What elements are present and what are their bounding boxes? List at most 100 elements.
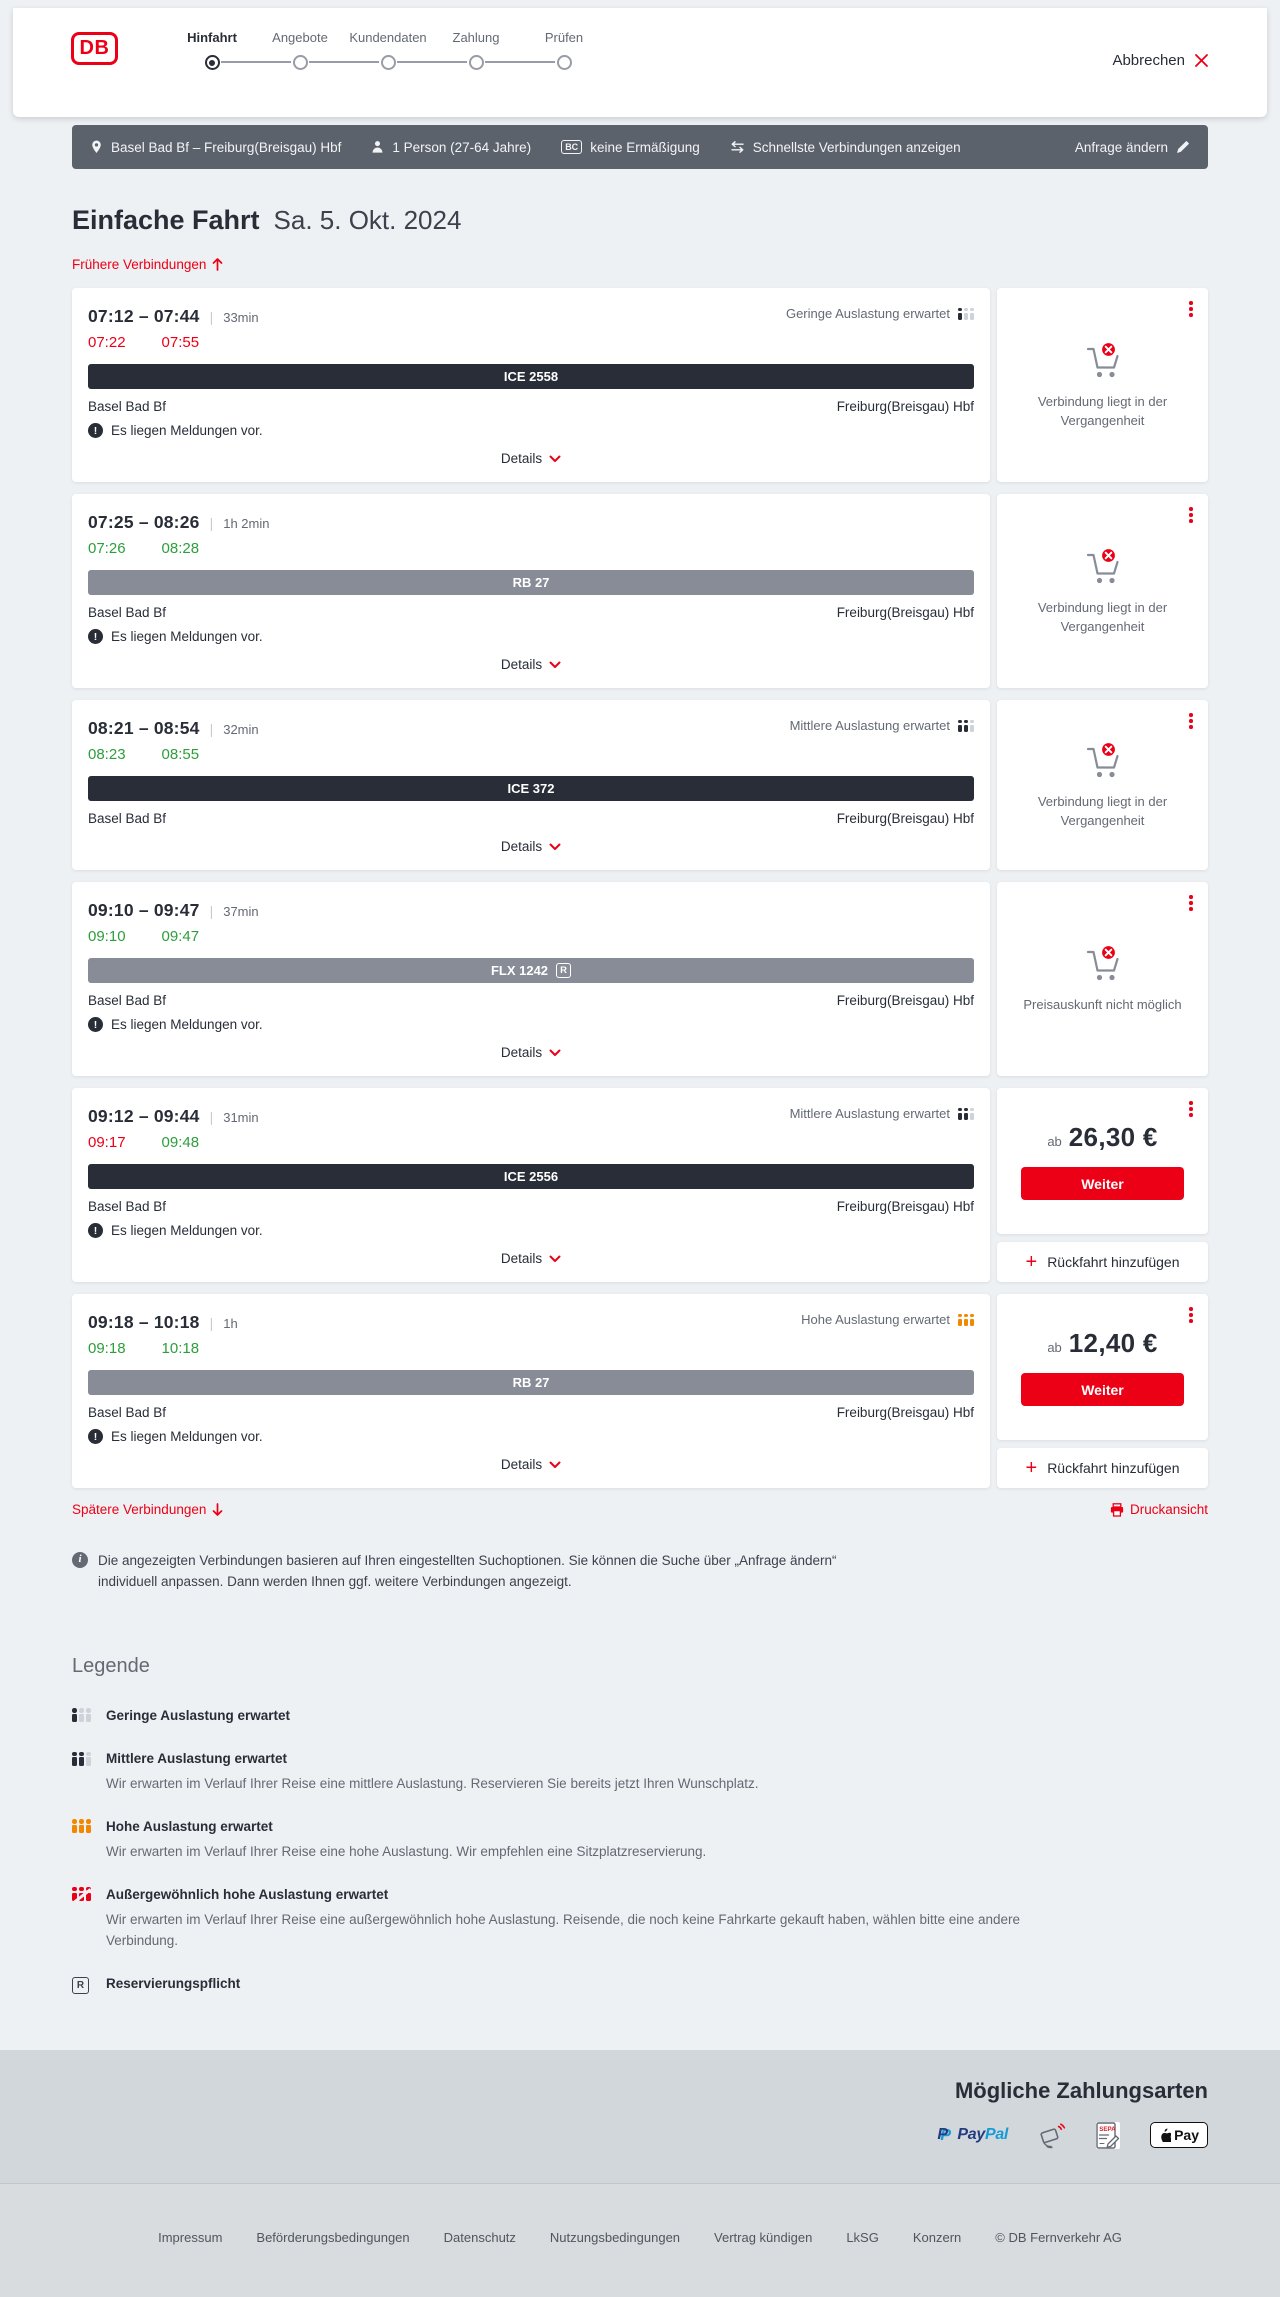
train-bar: RB 27 [88, 1370, 974, 1395]
details-toggle[interactable]: Details [72, 438, 990, 482]
legend-item: Hohe Auslastung erwartet Wir erwarten im … [72, 1819, 1208, 1863]
messages-row: Es liegen Meldungen vor. [72, 1214, 990, 1238]
arrival-station: Freiburg(Breisgau) Hbf [836, 1199, 974, 1214]
train-bar: ICE 2558 [88, 364, 974, 389]
db-logo[interactable]: DB [71, 32, 118, 65]
app-header: DB Hinfahrt Angebote Kundendaten Zahlung Prü… [13, 8, 1267, 117]
station-names: Basel Bad Bf Freiburg(Breisgau) Hbf [72, 389, 990, 414]
details-label: Details [500, 1045, 543, 1060]
arrival-station: Freiburg(Breisgau) Hbf [836, 399, 974, 414]
realtime-arrival: 08:55 [161, 746, 200, 763]
cancel-button[interactable]: Abbrechen [1112, 52, 1209, 69]
occupancy-low-icon [72, 1708, 91, 1723]
details-toggle[interactable]: Details [72, 1444, 990, 1488]
realtime-departure: 07:26 [88, 540, 126, 557]
booking-stepper: Hinfahrt Angebote Kundendaten Zahlung Prüfen [168, 30, 608, 70]
continue-button[interactable]: Weiter [1021, 1167, 1184, 1200]
connection-card: 09:10 – 09:47 | 37min 09:10 09:47 FLX 1242 R Ba… [72, 882, 990, 1076]
more-options-button[interactable] [1186, 710, 1196, 732]
more-options-button[interactable] [1186, 892, 1196, 914]
details-toggle[interactable]: Details [72, 1238, 990, 1282]
legend-item-label: Mittlere Auslastung erwartet [106, 1751, 288, 1767]
connection-card: 07:25 – 08:26 | 1h 2min 07:26 08:28 RB 27 Base… [72, 494, 990, 688]
messages-row: Es liegen Meldungen vor. [72, 1008, 990, 1032]
arrow-up-icon [213, 258, 223, 271]
connection-action-card: ab 26,30 € Weiter [997, 1088, 1208, 1234]
legend-item-description: Wir erwarten im Verlauf Ihrer Reise eine… [106, 1911, 1021, 1949]
connection-action-card: Verbindung liegt in der Vergangenheit [997, 288, 1208, 482]
price-line: ab 26,30 € [1047, 1122, 1157, 1153]
price-prefix: ab [1047, 1340, 1062, 1355]
train-bar: FLX 1242 R [88, 958, 974, 983]
chevron-down-icon [549, 843, 561, 850]
connection-duration: 33min [223, 310, 259, 325]
legend-item: Geringe Auslastung erwartet [72, 1708, 1208, 1728]
footer-link[interactable]: LkSG [846, 2229, 879, 2245]
add-return-button[interactable]: Rückfahrt hinzufügen [997, 1448, 1208, 1488]
details-toggle[interactable]: Details [72, 1032, 990, 1076]
exclamation-icon [88, 1429, 103, 1444]
search-options-note: Die angezeigten Verbindungen basieren au… [72, 1551, 862, 1593]
realtime-times: 09:18 10:18 [72, 1333, 990, 1357]
footer-link[interactable]: Vertrag kündigen [714, 2229, 813, 2245]
more-options-button[interactable] [1186, 298, 1196, 320]
stepper-step-zahlung: Zahlung [432, 30, 555, 70]
cart-unavailable-icon [1086, 340, 1119, 377]
later-connections-button[interactable]: Spätere Verbindungen [72, 1502, 223, 1517]
occupancy-mid-icon [958, 719, 974, 732]
price-amount: 12,40 € [1068, 1328, 1158, 1358]
cancel-label: Abbrechen [1112, 52, 1185, 69]
connection-card: 07:12 – 07:44 | 33min Geringe Auslastung er… [72, 288, 990, 482]
connection-card: 08:21 – 08:54 | 32min Mittlere Auslastung e… [72, 700, 990, 870]
occupancy-label: Mittlere Auslastung erwartet [789, 718, 950, 733]
step-label: Prüfen [544, 30, 584, 45]
cart-unavailable-icon [1086, 740, 1119, 777]
more-options-button[interactable] [1186, 504, 1196, 526]
exclamation-icon [88, 629, 103, 644]
messages-row: Es liegen Meldungen vor. [72, 620, 990, 644]
train-bar: RB 27 [88, 570, 974, 595]
messages-text: Es liegen Meldungen vor. [111, 1017, 263, 1032]
occupancy-label: Mittlere Auslastung erwartet [789, 1106, 950, 1121]
connection-action-card: Verbindung liegt in der Vergangenheit [997, 700, 1208, 870]
chevron-down-icon [549, 1461, 561, 1468]
change-request-button[interactable]: Anfrage ändern [1075, 140, 1190, 155]
earlier-connections-button[interactable]: Frühere Verbindungen [72, 257, 223, 272]
connection-times: 07:25 – 08:26 [88, 512, 200, 532]
realtime-departure: 07:22 [88, 334, 126, 351]
details-toggle[interactable]: Details [72, 826, 990, 870]
step-label: Zahlung [452, 30, 500, 45]
footer-link[interactable]: Datenschutz [443, 2229, 516, 2245]
bahncard-icon: BC [561, 140, 583, 154]
details-toggle[interactable]: Details [72, 644, 990, 688]
messages-text: Es liegen Meldungen vor. [111, 1223, 263, 1238]
connection-duration: 1h [223, 1316, 238, 1331]
footer-link[interactable]: Impressum [158, 2229, 223, 2245]
apple-logo-icon [1161, 2128, 1172, 2143]
stepper-step-angebote: Angebote [256, 30, 379, 70]
occupancy-exceptional-icon [72, 1887, 91, 1902]
footer-link[interactable]: Beförderungsbedingungen [256, 2229, 410, 2245]
realtime-times: 08:23 08:55 [72, 739, 990, 763]
footer-link[interactable]: Konzern [912, 2229, 962, 2245]
arrival-station: Freiburg(Breisgau) Hbf [836, 811, 974, 826]
continue-button[interactable]: Weiter [1021, 1373, 1184, 1406]
departure-station: Basel Bad Bf [88, 993, 167, 1008]
realtime-arrival: 07:55 [161, 334, 200, 351]
more-options-button[interactable] [1186, 1098, 1196, 1120]
plus-icon [1026, 1252, 1038, 1272]
train-label: ICE 2558 [503, 369, 559, 384]
footer-link[interactable]: Nutzungsbedingungen [549, 2229, 681, 2245]
summary-passengers: 1 Person (27-64 Jahre) [371, 140, 531, 155]
exclamation-icon [88, 423, 103, 438]
person-icon [372, 141, 383, 153]
step-dot [468, 55, 484, 70]
add-return-button[interactable]: Rückfahrt hinzufügen [997, 1242, 1208, 1282]
occupancy-indicator: Mittlere Auslastung erwartet [790, 718, 974, 733]
more-options-button[interactable] [1186, 1304, 1196, 1326]
page-footer: Impressum Beförderungsbedingungen Datensch… [0, 2182, 1280, 2297]
print-view-button[interactable]: Druckansicht [1110, 1502, 1208, 1517]
summary-fastest-connections[interactable]: Schnellste Verbindungen anzeigen [730, 140, 961, 155]
